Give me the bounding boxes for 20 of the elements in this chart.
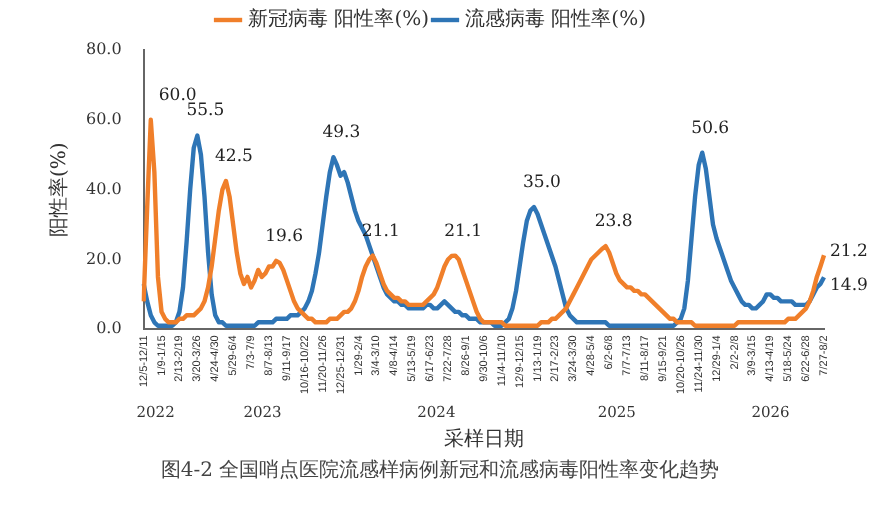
data-label: 21.2 [830, 241, 868, 262]
y-tick-label: 80.0 [86, 40, 122, 59]
y-tick-label: 40.0 [86, 179, 122, 198]
data-label: 50.6 [691, 118, 730, 139]
data-label: 49.3 [322, 123, 361, 144]
data-label: 23.8 [594, 212, 633, 233]
data-label: 55.5 [186, 101, 225, 122]
y-axis-title: 阳性率(%) [47, 142, 72, 237]
legend-label: 新冠病毒 阳性率(%) [248, 7, 430, 32]
data-label: 42.5 [215, 146, 253, 167]
data-label: 14.9 [830, 275, 868, 296]
x-axis-title: 采样日期 [443, 427, 524, 452]
caption: 图4-2 全国哨点医院流感样病例新冠和流感病毒阳性率变化趋势 [158, 457, 722, 484]
data-label: 19.6 [265, 226, 304, 247]
y-tick-label: 0.0 [96, 319, 122, 338]
data-label: 35.0 [523, 173, 561, 193]
data-label: 21.1 [444, 221, 483, 242]
y-tick-label: 20.0 [86, 249, 122, 268]
y-tick-label: 60.0 [86, 109, 122, 128]
legend-label: 流感病毒 阳性率(%) [465, 7, 647, 32]
